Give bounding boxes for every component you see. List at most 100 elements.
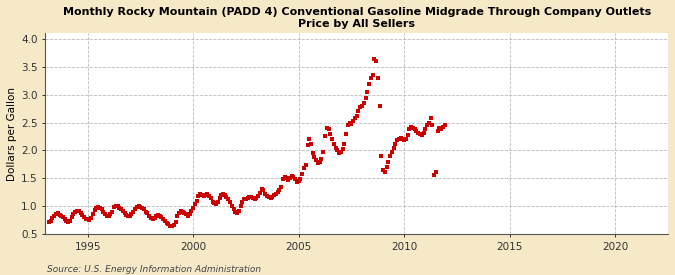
- Point: [249, 197, 260, 202]
- Point: [130, 207, 140, 212]
- Point: [82, 217, 93, 222]
- Point: [107, 210, 117, 214]
- Point: [404, 127, 415, 131]
- Point: [390, 142, 401, 146]
- Point: [267, 194, 277, 199]
- Point: [92, 205, 103, 209]
- Point: [138, 207, 149, 212]
- Point: [341, 131, 352, 136]
- Point: [213, 199, 223, 204]
- Point: [136, 205, 147, 210]
- Point: [163, 222, 174, 227]
- Point: [194, 192, 205, 196]
- Title: Monthly Rocky Mountain (PADD 4) Conventional Gasoline Midgrade Through Company O: Monthly Rocky Mountain (PADD 4) Conventi…: [63, 7, 651, 29]
- Point: [260, 192, 271, 196]
- Point: [168, 223, 179, 227]
- Point: [218, 192, 229, 196]
- Point: [306, 142, 317, 146]
- Point: [429, 173, 439, 178]
- Point: [216, 193, 227, 197]
- Point: [371, 59, 381, 64]
- Point: [339, 142, 350, 146]
- Point: [77, 213, 88, 217]
- Point: [56, 214, 67, 218]
- Point: [177, 210, 188, 214]
- Point: [80, 217, 91, 221]
- Point: [123, 214, 134, 218]
- Point: [221, 194, 232, 199]
- Point: [256, 187, 267, 192]
- Point: [132, 205, 142, 209]
- Point: [172, 214, 183, 218]
- Point: [84, 218, 95, 222]
- Point: [156, 215, 167, 219]
- Point: [351, 114, 362, 118]
- Point: [200, 193, 211, 197]
- Point: [102, 214, 113, 218]
- Point: [283, 178, 294, 182]
- Point: [279, 175, 290, 179]
- Point: [423, 120, 434, 125]
- Point: [124, 213, 135, 218]
- Point: [59, 217, 70, 222]
- Point: [332, 148, 343, 153]
- Point: [387, 149, 398, 154]
- Point: [86, 216, 97, 221]
- Point: [369, 56, 379, 61]
- Point: [271, 192, 281, 196]
- Text: Source: U.S. Energy Information Administration: Source: U.S. Energy Information Administ…: [47, 265, 261, 274]
- Point: [204, 193, 215, 198]
- Point: [432, 129, 443, 133]
- Point: [263, 195, 274, 199]
- Point: [161, 221, 172, 225]
- Point: [117, 208, 128, 213]
- Point: [140, 210, 151, 214]
- Point: [98, 210, 109, 214]
- Point: [297, 172, 308, 176]
- Point: [186, 209, 197, 213]
- Point: [219, 193, 230, 197]
- Point: [402, 133, 413, 137]
- Point: [160, 218, 171, 223]
- Point: [151, 214, 161, 218]
- Point: [214, 196, 225, 200]
- Point: [434, 126, 445, 130]
- Point: [133, 204, 144, 208]
- Point: [119, 211, 130, 215]
- Point: [304, 137, 315, 141]
- Point: [355, 105, 366, 109]
- Point: [242, 196, 253, 200]
- Point: [78, 214, 89, 219]
- Point: [95, 206, 105, 210]
- Y-axis label: Dollars per Gallon: Dollars per Gallon: [7, 87, 17, 181]
- Point: [376, 154, 387, 158]
- Point: [65, 218, 76, 223]
- Point: [394, 137, 404, 141]
- Point: [74, 209, 84, 213]
- Point: [353, 109, 364, 114]
- Point: [310, 158, 321, 163]
- Point: [173, 211, 184, 215]
- Point: [126, 212, 137, 217]
- Point: [265, 196, 276, 200]
- Point: [411, 129, 422, 133]
- Point: [381, 165, 392, 169]
- Point: [335, 150, 346, 154]
- Point: [325, 131, 335, 136]
- Point: [88, 212, 99, 217]
- Point: [269, 193, 279, 197]
- Point: [165, 223, 176, 228]
- Point: [181, 212, 192, 217]
- Point: [52, 211, 63, 216]
- Point: [396, 136, 406, 140]
- Point: [230, 210, 241, 214]
- Point: [321, 126, 332, 130]
- Point: [334, 151, 345, 155]
- Point: [68, 212, 79, 216]
- Point: [63, 220, 74, 224]
- Point: [350, 116, 360, 120]
- Point: [414, 131, 425, 136]
- Point: [258, 188, 269, 193]
- Point: [149, 216, 160, 221]
- Point: [406, 125, 416, 129]
